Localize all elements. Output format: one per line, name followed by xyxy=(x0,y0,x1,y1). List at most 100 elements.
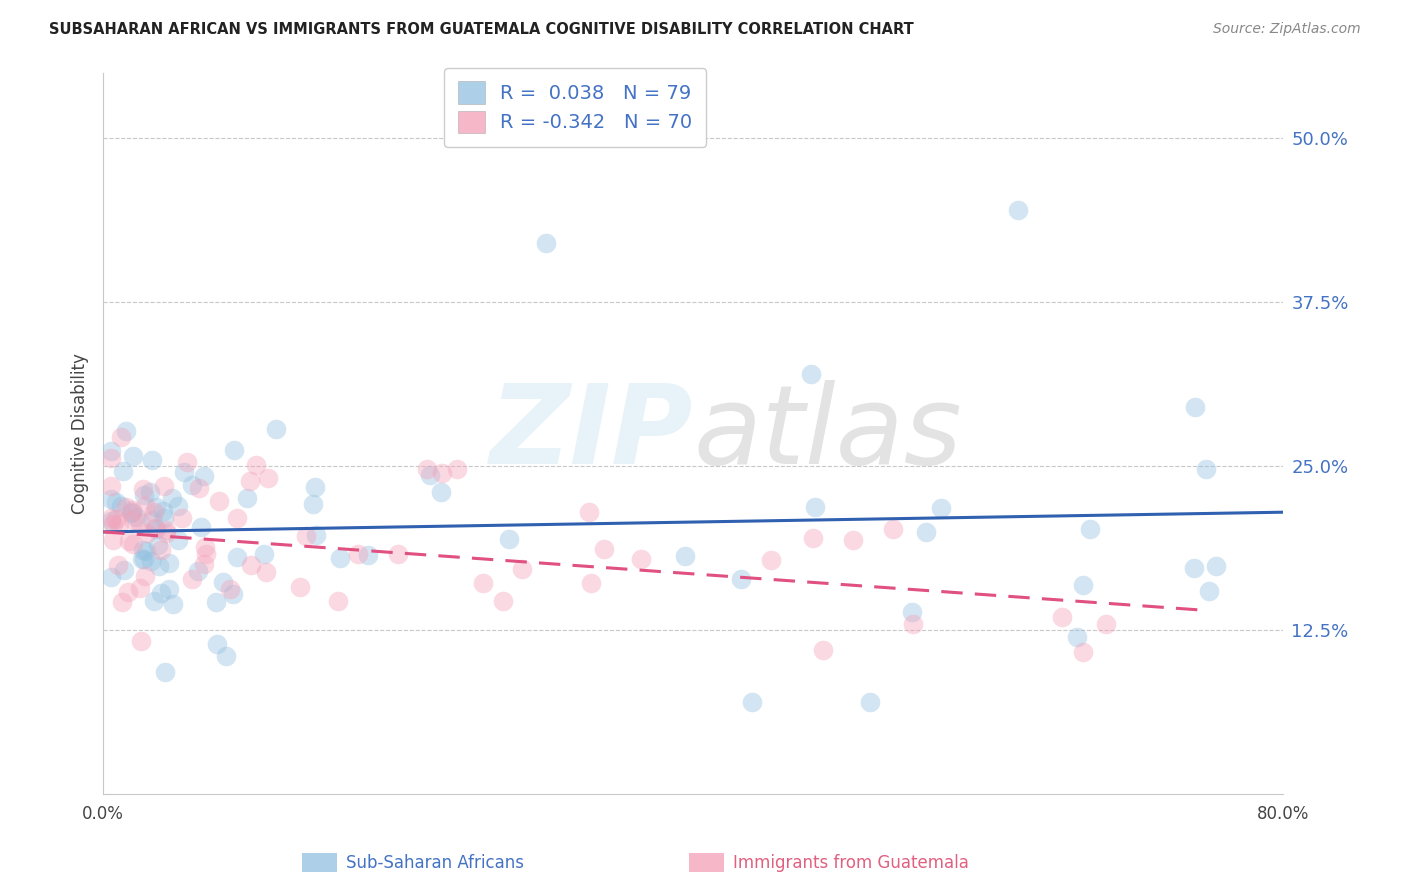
Point xyxy=(107,558,129,573)
Point xyxy=(194,540,217,554)
Point xyxy=(125,510,148,524)
Point xyxy=(172,510,194,524)
Point xyxy=(901,616,924,631)
Point xyxy=(801,531,824,545)
Point xyxy=(120,506,142,520)
Point xyxy=(104,512,127,526)
Point xyxy=(592,541,614,556)
Point xyxy=(415,462,437,476)
Point xyxy=(419,468,441,483)
Point xyxy=(139,484,162,499)
Point xyxy=(112,563,135,577)
Point xyxy=(110,499,132,513)
Point xyxy=(222,442,245,457)
Point xyxy=(148,559,170,574)
Point xyxy=(329,550,352,565)
Point xyxy=(1198,583,1220,598)
Point xyxy=(226,549,249,564)
Point xyxy=(301,497,323,511)
Point xyxy=(181,572,204,586)
Point xyxy=(204,595,226,609)
Point xyxy=(239,475,262,489)
Point xyxy=(104,495,127,509)
Point xyxy=(162,597,184,611)
Point xyxy=(188,481,211,495)
Point xyxy=(446,462,468,476)
Point xyxy=(245,458,267,472)
Point xyxy=(121,504,143,518)
Point xyxy=(100,514,122,528)
Point xyxy=(929,501,952,516)
Point xyxy=(141,453,163,467)
Point xyxy=(122,449,145,463)
Point xyxy=(208,494,231,508)
Point xyxy=(859,696,882,710)
Point xyxy=(153,665,176,680)
Point xyxy=(157,582,180,596)
Point xyxy=(146,538,169,552)
Point xyxy=(842,533,865,547)
Point xyxy=(145,500,167,515)
Point xyxy=(1184,401,1206,415)
Point xyxy=(205,637,228,651)
Point xyxy=(121,514,143,528)
Point xyxy=(498,532,520,546)
Point xyxy=(347,547,370,561)
Point xyxy=(534,236,557,251)
Point xyxy=(193,468,215,483)
Point xyxy=(194,548,217,562)
Point xyxy=(141,513,163,527)
Point xyxy=(236,491,259,505)
Point xyxy=(1095,616,1118,631)
Point xyxy=(305,528,328,542)
Point xyxy=(578,505,600,519)
Point xyxy=(121,503,143,517)
Point xyxy=(211,574,233,589)
Text: Sub-Saharan Africans: Sub-Saharan Africans xyxy=(346,854,524,871)
Point xyxy=(218,582,240,596)
Point xyxy=(132,552,155,566)
Text: Source: ZipAtlas.com: Source: ZipAtlas.com xyxy=(1213,22,1361,37)
Point xyxy=(100,511,122,525)
Point xyxy=(221,587,243,601)
Point xyxy=(1205,559,1227,574)
Point xyxy=(1071,577,1094,591)
Point xyxy=(472,576,495,591)
Point xyxy=(167,533,190,548)
Point xyxy=(294,529,316,543)
Point xyxy=(253,547,276,561)
Point xyxy=(581,575,603,590)
Point xyxy=(111,594,134,608)
Point xyxy=(100,491,122,506)
Point xyxy=(304,480,326,494)
Text: Immigrants from Guatemala: Immigrants from Guatemala xyxy=(733,854,969,871)
Point xyxy=(155,526,177,541)
Point xyxy=(121,537,143,551)
Point xyxy=(160,491,183,505)
Point xyxy=(155,523,177,537)
Point xyxy=(110,430,132,444)
Point xyxy=(139,554,162,568)
Point xyxy=(134,488,156,502)
Point xyxy=(1050,610,1073,624)
Point xyxy=(143,593,166,607)
Point xyxy=(118,534,141,549)
Point xyxy=(131,551,153,566)
Point xyxy=(328,594,350,608)
Point xyxy=(100,444,122,458)
Point xyxy=(915,524,938,539)
Point xyxy=(193,557,215,571)
Point xyxy=(173,466,195,480)
Point xyxy=(239,558,262,572)
Point xyxy=(804,500,827,514)
Point xyxy=(254,566,277,580)
Point xyxy=(759,553,782,567)
Point xyxy=(135,544,157,558)
Point xyxy=(430,484,453,499)
Point xyxy=(1071,645,1094,659)
Point xyxy=(630,552,652,566)
Point xyxy=(149,586,172,600)
Point xyxy=(432,466,454,480)
Point xyxy=(149,542,172,557)
Point xyxy=(142,505,165,519)
